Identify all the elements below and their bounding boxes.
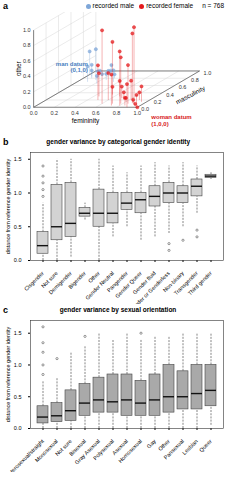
svg-text:Bisexual: Bisexual [68,438,87,457]
svg-text:Third gender: Third gender [187,270,213,296]
svg-text:0.6: 0.6 [179,84,187,90]
svg-text:0.5: 0.5 [14,393,22,399]
svg-text:1.0: 1.0 [134,110,142,116]
svg-text:Not sure: Not sure [40,270,59,289]
svg-text:Other: Other [157,438,171,452]
svg-text:other: other [15,60,22,76]
svg-text:0.0: 0.0 [30,110,38,116]
svg-text:Gay: Gay [146,438,158,450]
svg-text:masculinity: masculinity [174,84,207,107]
svg-text:Gender Neutral: Gender Neutral [84,270,115,301]
svg-text:Non-binary: Non-binary [161,270,185,294]
svg-text:0.0: 0.0 [14,425,22,431]
svg-text:Polysexual: Polysexual [92,438,115,461]
svg-text:0.4: 0.4 [166,92,174,98]
svg-text:Asexual: Asexual [110,438,129,457]
svg-text:1.0: 1.0 [204,70,212,76]
svg-text:Homosexual: Homosexual [117,438,143,464]
html-text:a: a [3,1,8,11]
svg-text:distance from reference gender: distance from reference gender identity [5,159,11,255]
svg-text:Gender fluid: Gender fluid [131,270,157,296]
html-text:c: c [3,305,8,315]
svg-text:Demigender: Demigender [47,270,73,296]
html-text:recorded female: recorded female [146,2,194,9]
svg-text:woman datum(1,0,0): woman datum(1,0,0) [150,114,191,127]
svg-text:Other: Other [87,270,101,284]
svg-text:0.6: 0.6 [92,110,100,116]
svg-text:Pangender: Pangender [105,270,129,294]
svg-text:0.6: 0.6 [23,58,31,64]
svg-text:0.0: 0.0 [23,104,31,110]
svg-text:1.0: 1.0 [14,190,22,196]
svg-text:Transgender: Transgender [172,270,199,297]
svg-text:0.2: 0.2 [51,110,59,116]
svg-text:0.8: 0.8 [23,42,31,48]
html-text:recorded male: recorded male [92,2,135,9]
svg-text:man datum(0,1,0): man datum(0,1,0) [56,61,88,74]
svg-text:0.4: 0.4 [71,110,79,116]
svg-text:0.2: 0.2 [154,99,162,105]
svg-text:Cisgender: Cisgender [23,270,45,292]
html-text:gender variance by categorical: gender variance by categorical gender id… [46,138,191,145]
svg-text:Not sure: Not sure [54,438,73,457]
svg-text:Lesbian: Lesbian [181,438,199,456]
html-text:b: b [3,137,9,147]
svg-text:1.0: 1.0 [23,27,31,33]
svg-text:Gender Queer: Gender Queer [113,270,143,300]
html-text:n = 768: n = 768 [202,2,224,9]
svg-text:distance from reference gender: distance from reference gender identity [5,327,11,423]
html-text:gender variance by sexual orie: gender variance by sexual orientation [59,306,177,313]
svg-text:Monosexual: Monosexual [33,438,59,464]
svg-text:0.4: 0.4 [23,73,31,79]
svg-text:1.5: 1.5 [14,156,22,162]
svg-text:Bigender: Bigender [67,270,87,290]
svg-text:Gray Asexual: Gray Asexual [73,438,101,466]
svg-text:0.0: 0.0 [141,106,149,112]
svg-text:Queer: Queer [198,438,213,453]
svg-text:0.8: 0.8 [113,110,121,116]
svg-text:0.5: 0.5 [14,224,22,230]
svg-text:0.0: 0.0 [14,257,22,263]
svg-text:1.0: 1.0 [14,362,22,368]
svg-text:1.5: 1.5 [14,330,22,336]
svg-text:Pansexual: Pansexual [163,438,185,460]
svg-text:femininity: femininity [72,117,100,125]
svg-text:0.8: 0.8 [191,77,199,83]
svg-text:0.2: 0.2 [23,89,31,95]
